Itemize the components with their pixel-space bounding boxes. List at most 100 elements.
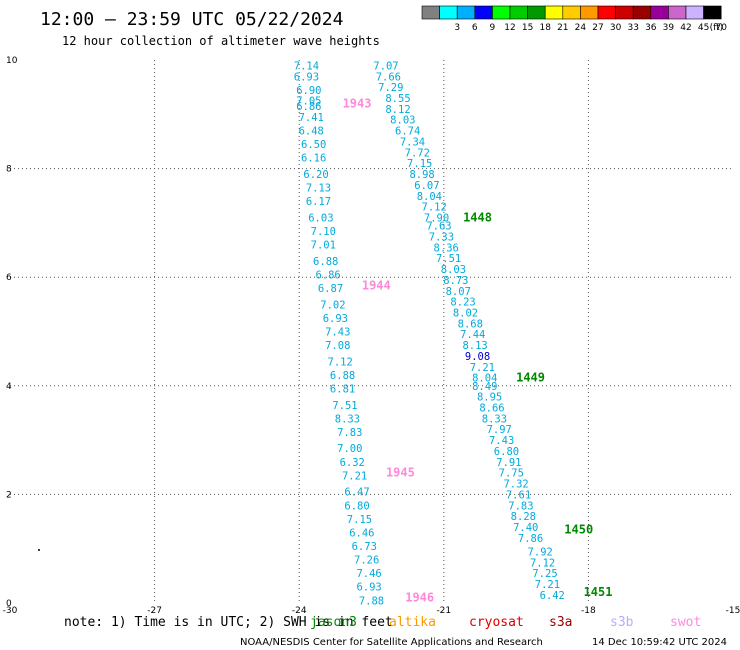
legend-label: 12 [504,23,515,33]
legend-swatch [632,5,652,20]
x-tick-label: -30 [3,606,18,616]
legend-swatch [492,5,511,20]
data-marks: 7.077.667.298.558.128.036.747.347.727.15… [294,60,613,607]
satellite-label: swot [670,615,701,630]
satellite-label: s3b [610,615,634,630]
legend-label: 70 [715,23,727,33]
footer-timestamp: 14 Dec 10:59:42 UTC 2024 [592,637,727,648]
wave-height-value: 8.28 [511,511,536,523]
wave-height-value: 7.86 [518,533,543,545]
wave-height-value: 6.93 [356,582,381,594]
legend-label: 9 [490,23,496,33]
footer-credit: NOAA/NESDIS Center for Satellite Applica… [240,637,543,648]
legend-swatch [474,5,493,20]
wave-height-value: 7.40 [513,522,538,534]
legend-swatch [509,5,528,20]
x-tick-label: -24 [292,606,307,616]
wave-height-value: 6.73 [352,541,377,553]
x-tick-label: -15 [726,606,740,616]
legend-swatch [544,5,564,20]
wave-height-value: 6.74 [395,126,420,138]
wave-height-value: 8.03 [390,115,415,127]
wave-height-value: 7.26 [354,555,379,567]
wave-height-value: 8.36 [434,242,459,254]
axis-ticks: -30 -27 -24 -21 -18 -15 0 2 4 6 8 10 [3,56,740,616]
wave-height-value: 7.41 [299,112,324,124]
wave-height-value: 6.88 [313,256,338,268]
wave-height-value: 7.08 [325,340,350,352]
wave-height-value: 7.05 [296,96,321,108]
wave-height-value: 7.72 [405,147,430,159]
wave-height-value: 7.33 [429,231,454,243]
y-tick-label: 6 [6,273,12,283]
chart-grid [10,60,733,603]
y-tick-label: 0 [6,599,12,609]
y-tick-label: 4 [6,382,12,392]
wave-height-value: 7.12 [530,557,555,569]
wave-height-value: 7.32 [503,479,528,491]
wave-height-value: 7.91 [496,457,521,469]
x-tick-label: -21 [436,606,451,616]
wave-height-value: 6.20 [303,169,328,181]
footer-note: note: 1) Time is in UTC; 2) SWH is in fe… [64,615,393,630]
dot-marker [38,549,40,551]
wave-height-value: 7.44 [460,329,485,341]
wave-height-value: 7.02 [320,299,345,311]
x-tick-label: -18 [581,606,596,616]
legend-label: 33 [627,23,638,33]
wave-height-value: 6.03 [308,212,333,224]
legend-label: 21 [557,23,568,33]
legend-label: 3 [454,23,460,33]
x-tick-label: -27 [147,606,162,616]
legend-label: 30 [610,23,622,33]
legend-swatch [527,5,546,20]
legend-swatch [580,5,599,20]
pass-time-label: 1945 [386,466,415,480]
wave-height-value: 7.92 [528,546,553,558]
wave-height-value: 6.80 [494,446,519,458]
wave-height-value: 6.50 [301,139,326,151]
wave-height-value: 6.93 [323,313,348,325]
wave-height-value: 7.13 [306,183,331,195]
wave-height-value: 6.42 [540,590,565,602]
wave-height-value: 7.88 [359,595,384,607]
legend-swatch [615,5,634,20]
wave-height-value: 7.61 [506,489,531,501]
wave-height-value: 7.83 [508,500,533,512]
legend-label: 45 [698,23,709,33]
legend-label: 27 [592,23,603,33]
chart-title: 12:00 – 23:59 UTC 05/22/2024 [40,9,343,30]
wave-height-value: 6.17 [306,196,331,208]
pass-time-label: 1448 [463,210,492,224]
pass-time-label: 1944 [362,278,391,292]
wave-height-value: 6.86 [315,269,340,281]
wave-height-value: 8.98 [409,169,434,181]
wave-height-value: 8.13 [462,340,487,352]
wave-height-value: 7.66 [376,71,401,83]
wave-height-value: 8.95 [477,392,502,404]
satellite-legend: jason3 altika cryosat s3a s3b swot [310,615,701,630]
wave-height-value: 7.83 [337,427,362,439]
wave-height-value: 8.33 [335,413,360,425]
y-tick-label: 2 [6,490,12,500]
wave-height-value: 6.16 [301,153,326,165]
wave-height-value: 7.12 [328,356,353,368]
satellite-label: altika [389,615,436,630]
legend-swatch [703,5,722,20]
y-tick-label: 10 [6,56,18,66]
wave-height-value: 8.04 [472,373,497,385]
wave-height-value: 7.34 [400,136,425,148]
wave-height-value: 6.90 [296,85,321,97]
wave-height-value: 6.48 [299,126,324,138]
wave-height-value: 6.46 [349,527,374,539]
color-legend: 3 6 9 12 15 18 21 24 27 30 33 36 39 42 45 70(ft) [421,5,727,33]
pass-time-label: 1451 [584,585,613,599]
satellite-label: s3a [549,615,572,630]
wave-height-value: 9.08 [465,351,490,363]
wave-height-value: 6.86 [296,101,321,113]
wave-height-value: 7.75 [499,468,524,480]
chart-subtitle: 12 hour collection of altimeter wave hei… [62,34,380,48]
wave-height-value: 7.43 [489,435,514,447]
wave-height-value: 8.07 [446,286,471,298]
